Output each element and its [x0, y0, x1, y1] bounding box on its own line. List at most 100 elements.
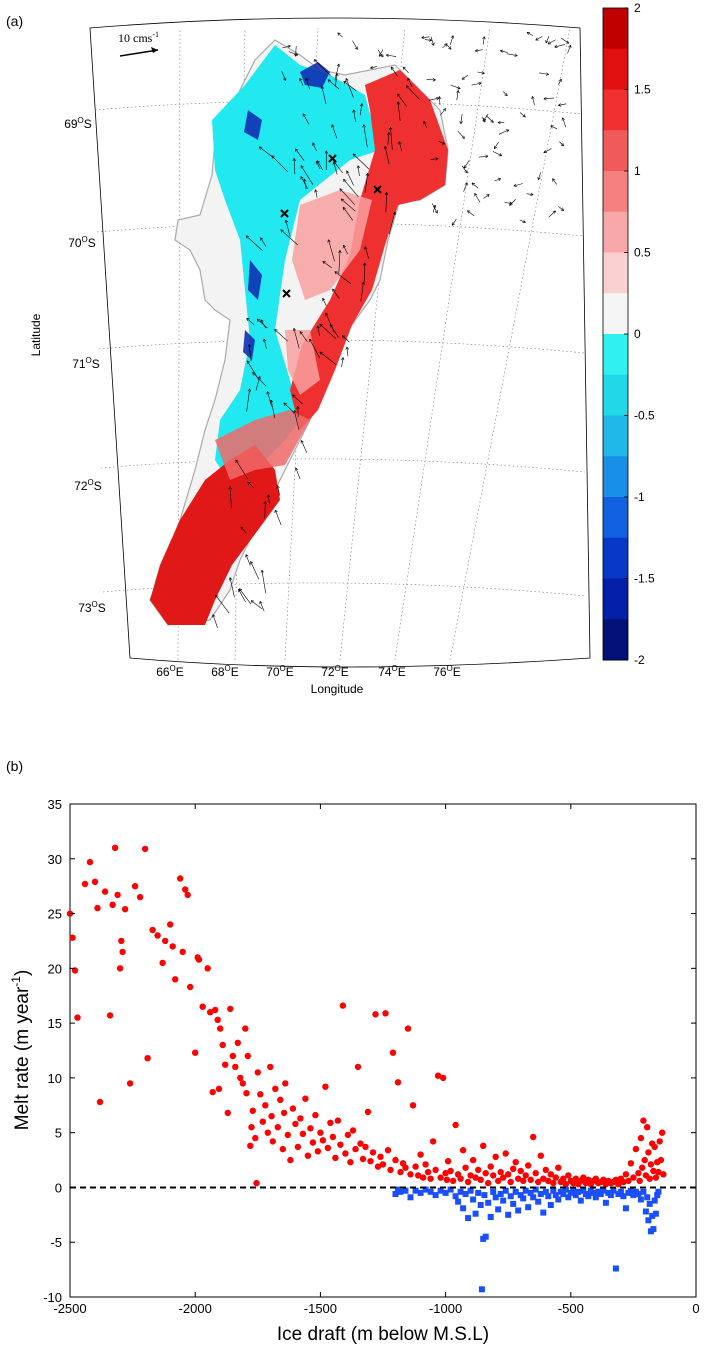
freeze-point [427, 1188, 434, 1195]
freeze-point [527, 1189, 534, 1196]
freeze-point [535, 1198, 542, 1205]
melt-point [334, 1117, 342, 1124]
melt-point [262, 1102, 269, 1109]
melting-region-south [150, 445, 280, 625]
y-axis-label-exp: -1 [9, 976, 23, 987]
melt-point [252, 1134, 259, 1142]
freeze-point [600, 1187, 607, 1194]
x-tick-label: 0 [692, 1301, 699, 1316]
melt-point [309, 1139, 317, 1146]
melt-point [464, 1178, 472, 1186]
melt-point [297, 1115, 304, 1122]
melt-point [289, 1105, 297, 1112]
melt-point [490, 1172, 497, 1179]
freeze-point [597, 1191, 604, 1197]
longitude-line [449, 27, 571, 661]
melt-point [397, 1168, 404, 1176]
freeze-point [512, 1188, 519, 1195]
freeze-point [542, 1188, 549, 1195]
colorbar-segment [603, 619, 628, 661]
freeze-point [500, 1197, 507, 1204]
melt-point [207, 1009, 214, 1016]
melt-point [74, 1014, 81, 1021]
melt-point [304, 1152, 312, 1159]
y-tick-label: 35 [48, 797, 62, 812]
melt-point [657, 1156, 665, 1164]
melt-point [244, 1052, 251, 1060]
colorbar-segment [603, 334, 628, 376]
melt-point [412, 1163, 419, 1170]
melt-point [121, 906, 129, 913]
freeze-point [642, 1208, 649, 1215]
melt-point [497, 1168, 504, 1176]
freeze-point [452, 1193, 459, 1200]
colorbar-tick-label: -2 [634, 653, 645, 667]
melt-point [462, 1164, 469, 1171]
melt-point [652, 1174, 660, 1181]
freeze-point [602, 1199, 609, 1206]
melt-point [525, 1162, 532, 1169]
melt-point [69, 934, 76, 941]
longitude-tick-label: 66OE [156, 664, 184, 679]
melt-point [407, 1171, 414, 1178]
melt-point [377, 1153, 384, 1161]
y-tick-label: -10 [43, 1290, 62, 1305]
melt-point [419, 1174, 427, 1181]
latitude-tick-label: 69OS [64, 116, 92, 131]
melt-point [659, 1129, 666, 1136]
melt-point [545, 1177, 552, 1185]
freeze-point [655, 1188, 662, 1195]
freeze-point [592, 1194, 599, 1201]
freeze-point [487, 1214, 494, 1220]
melt-point [199, 1003, 206, 1010]
longitude-tick-labels: 66OE 68OE 70OE 72OE 74OE 76OE [156, 664, 461, 679]
melt-point [284, 1131, 291, 1139]
melt-point [656, 1138, 663, 1145]
longitude-tick-label: 72OE [321, 664, 349, 679]
melt-point [530, 1133, 537, 1141]
melt-point [324, 1144, 332, 1152]
melt-point [272, 1085, 279, 1093]
melt-point [222, 1061, 229, 1068]
freeze-point [482, 1233, 489, 1240]
latitude-line [100, 458, 586, 473]
freezing-region [212, 45, 380, 490]
melt-point [101, 888, 109, 895]
freeze-point [610, 1187, 617, 1194]
melt-point [532, 1170, 539, 1177]
melt-point [374, 1163, 382, 1170]
melt-point [641, 1156, 648, 1164]
melt-point [332, 1154, 339, 1162]
y-tick-label: 15 [48, 1016, 62, 1031]
melt-point [224, 1109, 231, 1117]
melt-point [264, 1129, 271, 1136]
y-tick-label: 20 [48, 961, 62, 976]
melt-point [187, 983, 194, 991]
latitude-tick-labels: 69OS 70OS 71OS 72OS 73OS [64, 116, 106, 615]
melt-point [636, 1177, 643, 1185]
freeze-point [617, 1188, 624, 1195]
melt-point [560, 1175, 567, 1182]
freeze-point [492, 1194, 499, 1201]
freeze-point [392, 1191, 399, 1197]
melt-point [527, 1176, 534, 1184]
melt-point [467, 1172, 474, 1179]
melt-point [267, 1063, 274, 1071]
latitude-tick-label: 73OS [78, 600, 106, 615]
melt-point [392, 1156, 399, 1164]
freeze-point [630, 1192, 637, 1199]
freeze-point [497, 1191, 504, 1197]
colorbar-tick-label: -1.5 [634, 572, 655, 586]
x-tick-label: -500 [558, 1301, 584, 1316]
melt-point [329, 1133, 337, 1141]
melt-point [114, 891, 121, 899]
melt-point [136, 893, 144, 901]
melt-point [417, 1151, 424, 1158]
x-tick-label: -2000 [179, 1301, 212, 1316]
melt-point [253, 1179, 260, 1187]
melt-point [429, 1138, 437, 1145]
melt-point [487, 1163, 494, 1170]
plot-frame [69, 803, 697, 1298]
colorbar-segment [603, 537, 628, 579]
melt-point [414, 1172, 422, 1179]
